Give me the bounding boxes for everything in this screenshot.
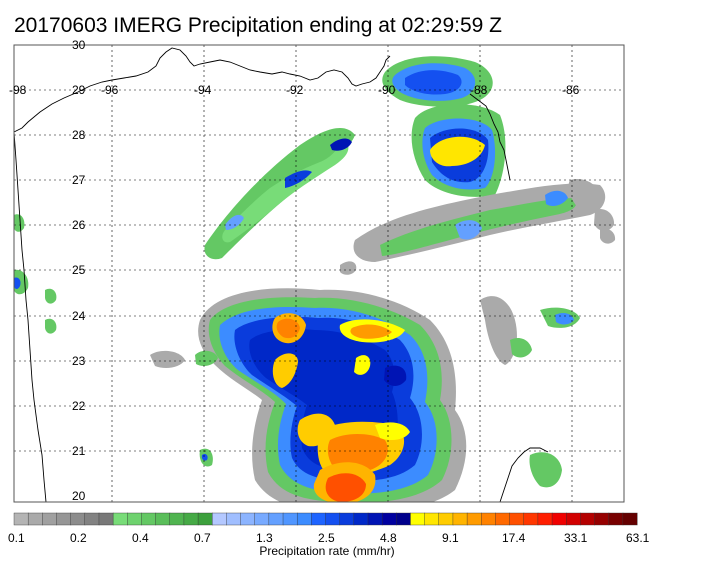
lon-label: -98 [9,83,27,97]
colorbar-label: Precipitation rate (mm/hr) [259,544,394,558]
colorbar-segment [268,512,284,526]
colorbar-tick-label: 63.1 [626,531,650,545]
lat-label: 22 [72,399,86,413]
colorbar-segment [282,512,298,526]
colorbar-segment [311,512,326,526]
colorbar-segment [155,512,171,526]
lat-label: 25 [72,263,86,277]
lat-label: 27 [72,173,86,187]
colorbar-segment [353,512,369,526]
colorbar-tick-labels: 0.1 0.2 0.4 0.7 1.3 2.5 4.8 9.1 17.4 33.… [8,531,650,545]
colorbar-segment [169,512,185,526]
colorbar-segment [438,512,454,526]
colorbar-segment [325,512,341,526]
colorbar-segment [197,512,213,526]
plot-frame [13,44,625,503]
colorbar-segment [226,512,242,526]
colorbar-segment [523,512,539,526]
colorbar-segment [339,512,355,526]
lon-label: -86 [562,83,580,97]
colorbar-segment [381,512,397,526]
colorbar-segment [127,512,142,526]
colorbar-segment [141,512,157,526]
lat-label: 29 [72,83,86,97]
lon-label: -90 [378,83,396,97]
colorbar-segment [537,512,553,526]
colorbar-segment [452,512,468,526]
colorbar-segment [410,512,426,526]
lat-label: 24 [72,309,86,323]
lat-label: 23 [72,354,86,368]
colorbar-segment [594,512,610,526]
lat-label: 30 [72,38,86,52]
colorbar-tick-label: 1.3 [256,531,273,545]
yucatan-coast [499,447,549,502]
colorbar-tick-label: 4.8 [380,531,397,545]
lon-label: -96 [101,83,119,97]
colorbar-segment [240,512,256,526]
longitude-labels: -98 -96 -94 -92 -90 -88 -86 [9,83,580,97]
colorbar-tick-label: 0.2 [70,531,87,545]
colorbar-segment [98,512,114,526]
lat-label: 28 [72,128,86,142]
colorbar-segment [608,512,624,526]
colorbar-segment [212,512,227,526]
colorbar-tick-label: 17.4 [502,531,526,545]
colorbar-segment [495,512,511,526]
colorbar-segment [509,512,525,526]
colorbar [13,512,638,526]
colorbar-segment [56,512,72,526]
grid [14,45,624,502]
colorbar-segment [27,512,43,526]
colorbar-tick-label: 33.1 [564,531,588,545]
colorbar-segment [466,512,482,526]
colorbar-segment [254,512,270,526]
colorbar-tick-label: 0.4 [132,531,149,545]
colorbar-segment [70,512,86,526]
lon-label: -92 [286,83,304,97]
colorbar-segment [551,512,567,526]
colorbar-tick-label: 9.1 [442,531,459,545]
coastline [14,47,511,502]
colorbar-segment [481,512,496,526]
lat-label: 20 [72,489,86,503]
colorbar-tick-label: 0.1 [8,531,25,545]
colorbar-segment [580,512,596,526]
colorbar-segment [566,512,581,526]
colorbar-segment [13,512,29,526]
colorbar-tick-label: 0.7 [194,531,211,545]
lat-label: 21 [72,444,86,458]
colorbar-segment [42,512,57,526]
colorbar-tick-label: 2.5 [318,531,335,545]
map-title: 20170603 IMERG Precipitation ending at 0… [14,14,502,37]
lon-label: -88 [470,83,488,97]
colorbar-segment [396,512,411,526]
lat-label: 26 [72,218,86,232]
colorbar-segment [84,512,100,526]
latitude-labels: 30 29 28 27 26 25 24 23 22 21 20 [72,38,86,503]
colorbar-segment [112,512,128,526]
colorbar-segment [367,512,383,526]
colorbar-segment [296,512,312,526]
colorbar-segment [424,512,440,526]
lon-label: -94 [194,83,212,97]
colorbar-segment [183,512,199,526]
colorbar-segment [622,512,638,526]
